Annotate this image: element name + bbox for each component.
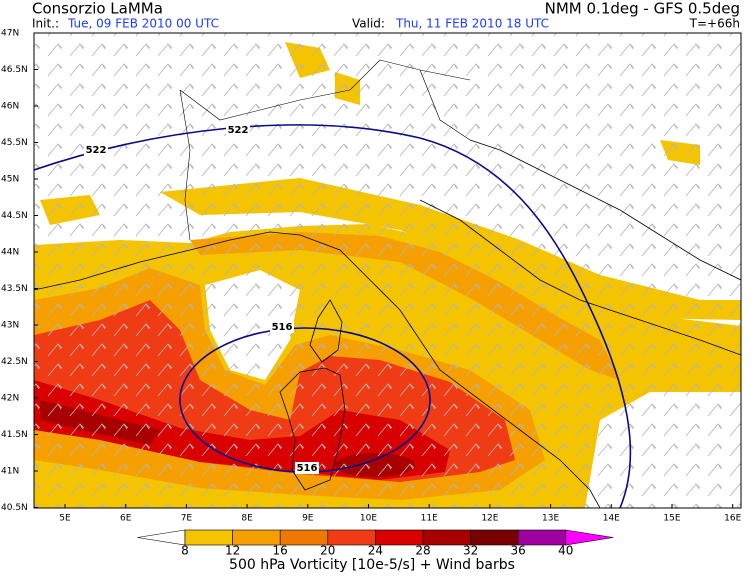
lat-label: 45.5N [1, 138, 28, 148]
lat-label: 41.5N [1, 430, 28, 440]
lat-label: 43N [1, 321, 19, 331]
contour-label-bg [84, 144, 108, 156]
contour-label: 516 [297, 463, 318, 474]
map-frame [33, 32, 742, 509]
colorbar-tick-label: 24 [368, 544, 383, 558]
contour-label-bg [226, 124, 250, 136]
lon-label: 15E [663, 514, 680, 524]
colorbar-tick-label: 20 [320, 544, 335, 558]
map-area [34, 33, 741, 508]
colorbar-tick-label: 40 [558, 544, 573, 558]
lon-label: 16E [724, 514, 741, 524]
lat-label: 46N [1, 102, 19, 112]
colorbar-tick-label: 36 [511, 544, 526, 558]
lon-label: 11E [421, 514, 438, 524]
lat-label: 44N [1, 248, 19, 258]
title: Consorzio LaMMa [32, 0, 163, 18]
contour-label: 522 [228, 125, 249, 136]
model: NMM 0.1deg - GFS 0.5deg [545, 0, 740, 18]
colorbar-over [565, 529, 614, 546]
lat-label: 40.5N [1, 503, 28, 513]
colorbar: 8 12 16 20 24 28 32 36 40 [137, 529, 614, 558]
lat-label: 42.5N [1, 357, 28, 367]
lon-label: 12E [481, 514, 498, 524]
wind-barbs [34, 33, 741, 508]
valid-time: Thu, 11 FEB 2010 18 UTC [395, 17, 549, 31]
colorbar-tick-label: 32 [463, 544, 478, 558]
lon-label: 8E [241, 514, 253, 524]
colorbar-under [137, 529, 186, 546]
corsica [309, 299, 343, 363]
lon-label: 5E [59, 514, 71, 524]
axes: 47N 46.5N 46N 45.5N 45N 44.5N 44N 43.5N 43N 42.5N… [1, 29, 742, 524]
contour-label-bg [270, 321, 294, 333]
contour-label: 516 [272, 322, 293, 333]
lon-label: 6E [120, 514, 132, 524]
colorbar-title: 500 hPa Vorticity [10e-5/s] + Wind barbs [229, 557, 515, 573]
lat-label: 46.5N [1, 65, 28, 75]
border [179, 59, 471, 241]
lon-label: 7E [181, 514, 193, 524]
init-label: Init.: [32, 17, 59, 31]
coastline [34, 231, 601, 508]
lat-label: 41N [1, 467, 19, 477]
lon-label: 9E [302, 514, 314, 524]
colorbar-tick-label: 16 [273, 544, 288, 558]
lead-time: T=+66h [689, 17, 740, 31]
lat-label: 43.5N [1, 284, 28, 294]
lat-label: 47N [1, 29, 19, 39]
valid-label: Valid: [352, 17, 385, 31]
contour-labels: 522 522 516 516 [84, 124, 319, 474]
lon-label: 14E [603, 514, 620, 524]
colorbar-tick-label: 12 [225, 544, 240, 558]
lat-label: 45N [1, 175, 19, 185]
height-contour [34, 124, 632, 508]
lat-label: 42N [1, 394, 19, 404]
colorbar-tick-label: 8 [181, 544, 189, 558]
lon-label: 10E [360, 514, 377, 524]
coastline [469, 139, 741, 281]
lat-label: 44.5N [1, 211, 28, 221]
init-time: Tue, 09 FEB 2010 00 UTC [67, 17, 219, 31]
lon-label: 13E [542, 514, 559, 524]
contour-label: 522 [86, 145, 107, 156]
coastline [419, 199, 741, 356]
colorbar-tick-label: 28 [415, 544, 430, 558]
sardinia [279, 367, 346, 491]
contour-label-bg [295, 462, 319, 474]
